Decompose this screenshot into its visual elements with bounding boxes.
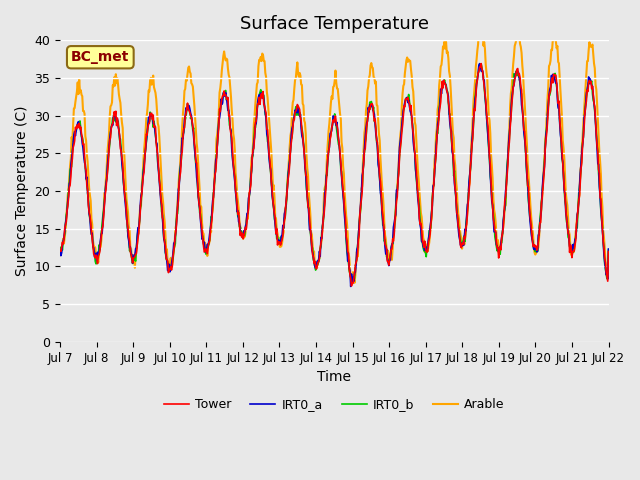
IRT0_a: [66, 179, 74, 184]
IRT0_a: [347, 284, 355, 289]
Tower: [477, 60, 485, 66]
IRT0_a: [207, 220, 215, 226]
Line: Tower: Tower: [60, 63, 609, 286]
Tower: [605, 249, 612, 254]
Line: IRT0_b: IRT0_b: [60, 64, 609, 283]
Tower: [418, 227, 426, 232]
Arable: [402, 64, 410, 70]
IRT0_a: [123, 216, 131, 222]
Tower: [179, 149, 186, 155]
IRT0_b: [66, 167, 74, 173]
Tower: [207, 221, 215, 227]
Title: Surface Temperature: Surface Temperature: [240, 15, 429, 33]
Legend: Tower, IRT0_a, IRT0_b, Arable: Tower, IRT0_a, IRT0_b, Arable: [159, 394, 509, 417]
Tower: [123, 210, 131, 216]
Line: IRT0_a: IRT0_a: [60, 63, 609, 287]
IRT0_a: [179, 135, 186, 141]
X-axis label: Time: Time: [317, 370, 351, 384]
Tower: [402, 96, 410, 101]
IRT0_b: [477, 61, 485, 67]
IRT0_b: [418, 238, 426, 244]
IRT0_a: [605, 246, 612, 252]
Line: Arable: Arable: [60, 24, 609, 283]
IRT0_a: [418, 239, 426, 244]
IRT0_b: [207, 214, 215, 219]
Arable: [56, 252, 64, 258]
Arable: [605, 249, 612, 254]
Arable: [66, 163, 74, 169]
IRT0_b: [123, 209, 131, 215]
Y-axis label: Surface Temperature (C): Surface Temperature (C): [15, 106, 29, 276]
Tower: [56, 247, 64, 253]
IRT0_b: [605, 247, 612, 252]
Tower: [348, 283, 355, 289]
Text: BC_met: BC_met: [71, 50, 129, 64]
IRT0_b: [179, 144, 186, 150]
IRT0_b: [402, 97, 410, 103]
Arable: [477, 21, 484, 27]
Arable: [207, 229, 215, 235]
IRT0_a: [56, 248, 64, 253]
Tower: [66, 182, 74, 188]
IRT0_b: [348, 280, 356, 286]
Arable: [351, 280, 358, 286]
Arable: [123, 196, 131, 202]
IRT0_a: [402, 96, 410, 102]
IRT0_b: [56, 246, 64, 252]
Arable: [179, 124, 186, 130]
IRT0_a: [476, 60, 483, 66]
Arable: [418, 214, 426, 220]
